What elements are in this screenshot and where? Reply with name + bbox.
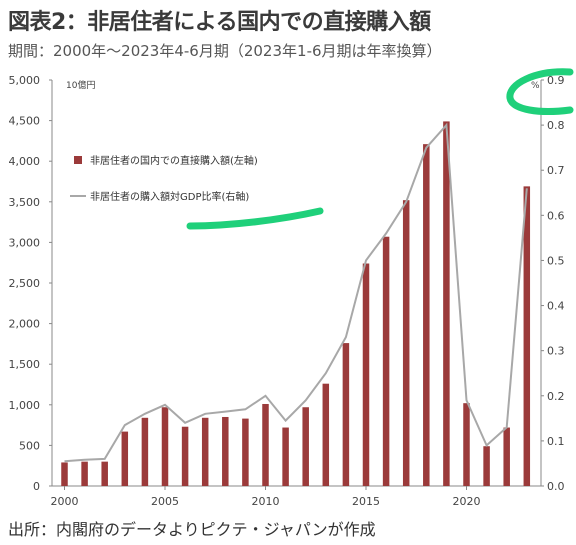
bar-2016	[382, 236, 390, 486]
right-tick-label: 0.0	[547, 480, 565, 493]
right-axis-unit: %	[531, 81, 540, 91]
bar-2021	[483, 446, 490, 486]
chart-title: 図表2：非居住者による国内での直接購入額	[8, 10, 431, 35]
bar-2017	[402, 200, 410, 486]
legend-line-label: 非居住者の購入額対GDP比率(右軸)	[90, 190, 249, 203]
bar-2006	[181, 426, 189, 486]
left-tick-label: 0	[33, 480, 40, 493]
right-tick-label: 0.1	[547, 435, 565, 448]
bar-2014	[342, 343, 350, 486]
bar-2019	[443, 121, 450, 487]
right-axis: 0.0 0.1 0.2 0.3 0.4 0.5 0.6 0.7 0.8 0.9 %	[531, 74, 565, 493]
bar-2005	[161, 407, 169, 486]
source-note: 出所：内閣府のデータよりピクテ・ジャパンが作成	[8, 520, 376, 539]
left-tick-label: 1,500	[9, 358, 41, 371]
bar-2001	[81, 461, 88, 486]
legend-bar-label: 非居住者の国内での直接購入額(左軸)	[90, 154, 258, 167]
left-axis: 0 500 1,000 1,500 2,000 2,500 3,000 3,500 4,000 4…	[9, 74, 96, 493]
bar-2008	[222, 416, 229, 486]
legend-bar-swatch	[74, 156, 82, 164]
bar-2003	[121, 431, 129, 486]
bar-2009	[242, 418, 249, 486]
left-tick-label: 4,000	[9, 155, 41, 168]
bar-2023	[523, 186, 531, 486]
bar-2022	[503, 427, 510, 486]
chart-subtitle: 期間：2000年～2023年4-6月期（2023年1-6月期は年率換算）	[8, 42, 442, 60]
x-axis: 2000 2005 2010 2015 2020	[51, 485, 541, 508]
left-tick-label: 2,000	[9, 318, 41, 331]
right-tick-label: 0.7	[547, 164, 565, 177]
x-tick-label: 2015	[352, 495, 380, 508]
bar-series	[61, 121, 531, 487]
bar-2013	[322, 383, 330, 486]
left-tick-label: 2,500	[9, 277, 41, 290]
right-tick-label: 0.3	[547, 345, 565, 358]
x-tick-label: 2005	[151, 495, 179, 508]
left-tick-label: 3,500	[9, 196, 41, 209]
left-tick-label: 5,000	[9, 74, 41, 87]
right-tick-label: 0.8	[547, 119, 565, 132]
left-tick-label: 500	[19, 439, 40, 452]
bar-2010	[262, 403, 269, 486]
right-tick-label: 0.9	[547, 74, 565, 87]
left-tick-label: 4,500	[9, 115, 41, 128]
highlight-arc-mark	[506, 68, 574, 115]
left-tick-label: 1,000	[9, 399, 41, 412]
bar-2007	[201, 417, 209, 486]
bar-2000	[61, 462, 68, 486]
bar-2004	[141, 417, 149, 486]
left-axis-unit: 10億円	[66, 79, 95, 91]
bar-2012	[302, 407, 309, 486]
bar-2018	[423, 144, 430, 486]
bar-2002	[101, 461, 108, 486]
right-tick-label: 0.2	[547, 390, 565, 403]
right-tick-label: 0.4	[547, 300, 565, 313]
right-tick-label: 0.6	[547, 209, 565, 222]
gdp-ratio-line	[64, 122, 528, 463]
x-tick-label: 2000	[51, 495, 79, 508]
x-tick-label: 2010	[252, 495, 280, 508]
highlight-underline-mark	[186, 207, 324, 230]
left-tick-label: 3,000	[9, 236, 41, 249]
x-tick-label: 2020	[453, 495, 481, 508]
bar-2011	[282, 427, 289, 486]
bar-2015	[362, 263, 370, 486]
right-tick-label: 0.5	[547, 254, 565, 267]
legend: 非居住者の国内での直接購入額(左軸) 非居住者の購入額対GDP比率(右軸)	[70, 154, 258, 203]
bar-2020	[463, 403, 470, 486]
